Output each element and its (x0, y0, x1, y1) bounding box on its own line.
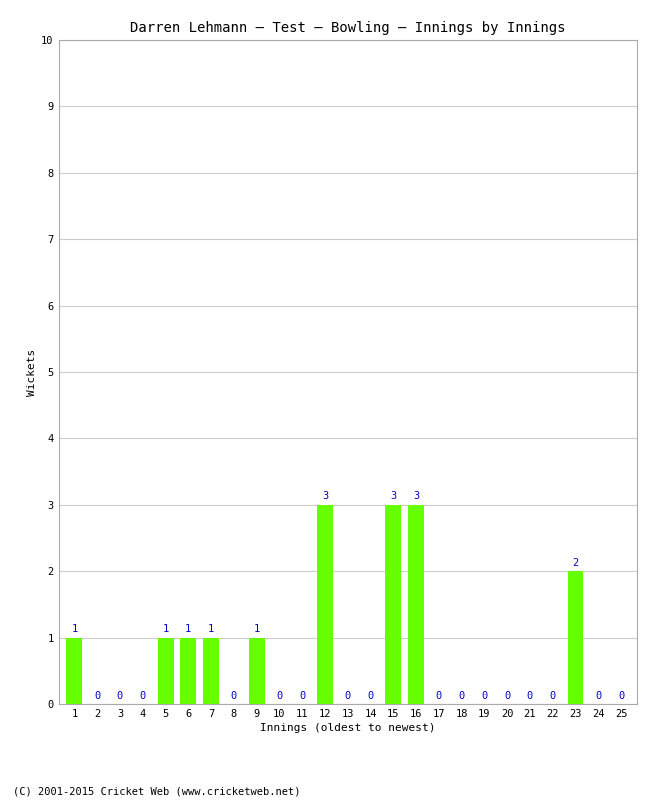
Text: 0: 0 (276, 690, 283, 701)
Text: 0: 0 (436, 690, 442, 701)
X-axis label: Innings (oldest to newest): Innings (oldest to newest) (260, 723, 436, 733)
Text: 1: 1 (185, 624, 192, 634)
Bar (408, 505, 424, 704)
Text: 3: 3 (322, 491, 328, 502)
Text: 0: 0 (231, 690, 237, 701)
Text: 0: 0 (140, 690, 146, 701)
Text: 0: 0 (550, 690, 556, 701)
Text: 0: 0 (481, 690, 488, 701)
Text: 0: 0 (527, 690, 533, 701)
Bar (317, 505, 333, 704)
Text: 0: 0 (504, 690, 510, 701)
Text: 0: 0 (299, 690, 305, 701)
Text: 3: 3 (413, 491, 419, 502)
Text: 3: 3 (390, 491, 396, 502)
Text: 0: 0 (94, 690, 100, 701)
Bar (567, 571, 584, 704)
Text: 2: 2 (573, 558, 578, 568)
Y-axis label: Wickets: Wickets (27, 348, 37, 396)
Text: 0: 0 (117, 690, 123, 701)
Text: (C) 2001-2015 Cricket Web (www.cricketweb.net): (C) 2001-2015 Cricket Web (www.cricketwe… (13, 786, 300, 796)
Title: Darren Lehmann – Test – Bowling – Innings by Innings: Darren Lehmann – Test – Bowling – Inning… (130, 21, 566, 34)
Bar (203, 638, 219, 704)
Text: 0: 0 (595, 690, 601, 701)
Text: 0: 0 (618, 690, 624, 701)
Text: 1: 1 (208, 624, 214, 634)
Bar (249, 638, 265, 704)
Text: 1: 1 (254, 624, 260, 634)
Text: 1: 1 (162, 624, 168, 634)
Bar (157, 638, 174, 704)
Bar (180, 638, 196, 704)
Bar (66, 638, 83, 704)
Bar (385, 505, 401, 704)
Text: 0: 0 (458, 690, 465, 701)
Text: 1: 1 (72, 624, 77, 634)
Text: 0: 0 (344, 690, 351, 701)
Text: 0: 0 (367, 690, 374, 701)
